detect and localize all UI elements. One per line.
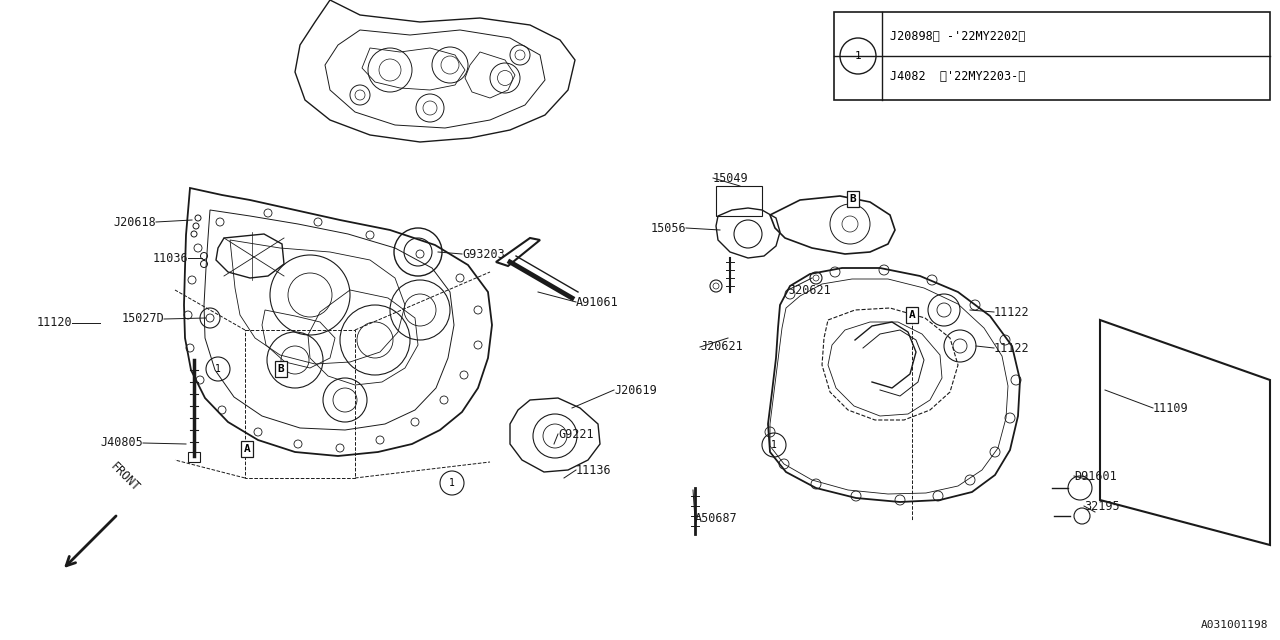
Text: A031001198: A031001198 (1201, 620, 1268, 630)
Text: 15049: 15049 (713, 172, 749, 184)
Text: 11122: 11122 (995, 305, 1029, 319)
Text: FRONT: FRONT (108, 460, 142, 494)
Text: A: A (243, 444, 251, 454)
Text: J20619: J20619 (614, 383, 657, 397)
Text: 1: 1 (449, 478, 454, 488)
Text: 15056: 15056 (650, 221, 686, 234)
Text: J20621: J20621 (700, 340, 742, 353)
Text: A: A (909, 310, 915, 320)
Text: 1: 1 (215, 364, 221, 374)
Text: J4082  （'22MY2203-）: J4082 （'22MY2203-） (890, 70, 1025, 83)
Text: J40805: J40805 (100, 436, 143, 449)
Text: B: B (850, 194, 856, 204)
Text: 15027D: 15027D (122, 312, 164, 326)
Bar (835, 12, 1270, 100)
Text: 1: 1 (771, 440, 777, 450)
Text: A50687: A50687 (695, 513, 737, 525)
Text: J20898（ -'22MY2202）: J20898（ -'22MY2202） (890, 29, 1025, 42)
Text: 11122: 11122 (995, 342, 1029, 355)
Text: 11109: 11109 (1153, 401, 1189, 415)
Text: G9221: G9221 (558, 428, 594, 440)
Text: 11036: 11036 (152, 252, 188, 264)
Text: 1: 1 (855, 51, 861, 61)
Bar (188, 452, 200, 462)
Text: J20618: J20618 (113, 216, 156, 228)
Bar (244, 330, 355, 478)
Text: 11120: 11120 (36, 317, 72, 330)
Bar (716, 186, 762, 216)
Text: G93203: G93203 (462, 248, 504, 260)
Text: A91061: A91061 (576, 296, 618, 308)
Text: B: B (278, 364, 284, 374)
Text: 32195: 32195 (1084, 499, 1120, 513)
Text: D91601: D91601 (1074, 470, 1116, 483)
Text: 11136: 11136 (576, 463, 612, 477)
Text: J20621: J20621 (788, 284, 831, 296)
